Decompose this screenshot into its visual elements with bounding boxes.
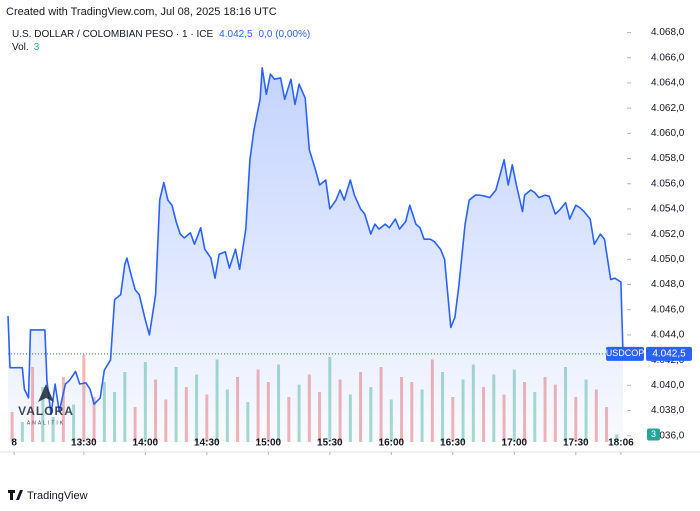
y-tick-label: 4.060,0 <box>651 128 685 139</box>
footer-logo <box>8 490 23 500</box>
x-tick-label: 13:30 <box>71 438 97 449</box>
x-tick-label: 15:00 <box>256 438 282 449</box>
plot-layer <box>7 67 625 443</box>
watermark-logo <box>38 384 54 402</box>
x-tick-label: 14:30 <box>194 438 220 449</box>
x-tick-label: 8 <box>11 438 17 449</box>
y-tick-label: 4.056,0 <box>651 178 685 189</box>
last-price: 4.042,5 <box>219 29 253 40</box>
y-tick-label: 4.046,0 <box>651 304 685 315</box>
y-tick-label: 4.036,0 <box>651 430 685 441</box>
y-tick-label: 4.064,0 <box>651 78 685 89</box>
watermark-subtitle: ANALITIK <box>27 420 65 426</box>
y-tick-label: 4.068,0 <box>651 27 685 38</box>
symbol-title: U.S. DOLLAR / COLOMBIAN PESO · 1 · ICE 4.… <box>12 29 310 40</box>
volume-legend: Vol. 3 <box>12 42 40 53</box>
y-tick-label: 4.062,0 <box>651 103 685 114</box>
footer: TradingView <box>8 490 88 502</box>
price-badge <box>646 346 692 361</box>
watermark-title: VALORA <box>18 404 74 418</box>
vol-value: 3 <box>34 42 40 53</box>
price-line <box>7 67 624 416</box>
y-tick-label: 4.040,0 <box>651 380 685 391</box>
y-tick-label: 4.052,0 <box>651 229 685 240</box>
x-tick-label: 16:00 <box>379 438 405 449</box>
vol-label: Vol. <box>12 42 29 53</box>
y-tick-label: 4.058,0 <box>651 153 685 164</box>
change: 0,0 (0,00%) <box>259 29 311 40</box>
volume-badge-label: 3 <box>651 429 656 439</box>
x-tick-label: 14:00 <box>133 438 159 449</box>
price-badge-label: 4.042,5 <box>652 348 686 359</box>
series-badge <box>606 346 644 361</box>
symbol: U.S. DOLLAR / COLOMBIAN PESO · 1 · ICE <box>12 29 213 40</box>
watermark: VALORA ANALITIK <box>18 384 74 426</box>
x-tick-label: 16:30 <box>440 438 466 449</box>
y-tick-label: 4.038,0 <box>651 405 685 416</box>
created-note: Created with TradingView.com, Jul 08, 20… <box>6 6 277 18</box>
area-fill <box>8 67 623 443</box>
x-tick-label: 17:30 <box>563 438 589 449</box>
footer-brand: TradingView <box>27 490 88 502</box>
x-tick-label: 15:30 <box>317 438 343 449</box>
y-tick-label: 4.050,0 <box>651 254 685 265</box>
y-tick-label: 4.044,0 <box>651 330 685 341</box>
y-tick-label: 4.054,0 <box>651 204 685 215</box>
x-tick-label: 17:00 <box>502 438 528 449</box>
x-tick-label: 18:06 <box>608 438 634 449</box>
y-tick-label: 4.048,0 <box>651 279 685 290</box>
volume-badge <box>647 428 660 441</box>
series-badge-label: USDCOP <box>606 348 645 358</box>
y-tick-label: 4.066,0 <box>651 52 685 63</box>
